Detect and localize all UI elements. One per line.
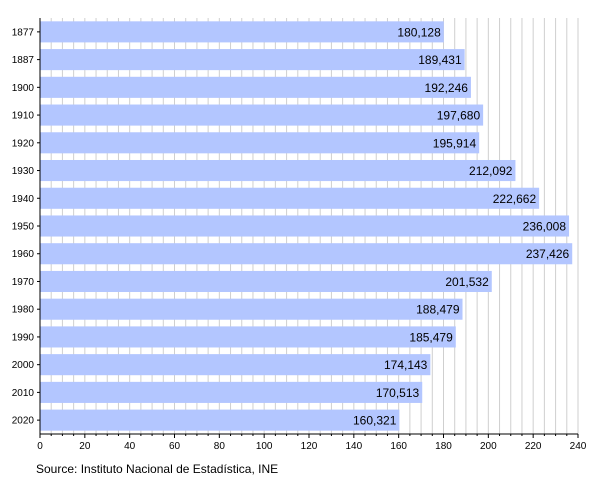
bar-2020: [40, 409, 400, 431]
y-tick-label: 1990: [12, 332, 35, 343]
y-tick-label: 1877: [12, 27, 35, 38]
y-tick-label: 1920: [12, 138, 35, 149]
bar-value-label: 185,479: [409, 330, 453, 344]
y-tick-label: 2000: [12, 360, 35, 371]
x-tick-label: 180: [435, 441, 452, 452]
bar-1900: [40, 76, 471, 98]
bar-1887: [40, 49, 465, 71]
bar-2010: [40, 381, 423, 403]
bar-value-label: 195,914: [433, 136, 477, 150]
bar-1930: [40, 159, 516, 182]
x-tick-label: 80: [214, 441, 226, 452]
source-note: Source: Instituto Nacional de Estadístic…: [36, 462, 279, 476]
bar-1990: [40, 326, 456, 348]
bar-1960: [40, 243, 573, 265]
bar-value-label: 174,143: [384, 358, 428, 372]
bar-value-label: 236,008: [523, 220, 567, 234]
x-tick-label: 0: [37, 441, 43, 452]
bar-2000: [40, 354, 431, 376]
bar-1877: [40, 21, 444, 43]
y-tick-label: 1980: [12, 305, 35, 316]
x-tick-label: 60: [169, 441, 181, 452]
bar-1950: [40, 215, 570, 237]
x-tick-label: 40: [124, 441, 136, 452]
x-tick-label: 200: [480, 441, 497, 452]
y-tick-label: 1910: [12, 111, 35, 122]
x-tick-label: 160: [390, 441, 407, 452]
x-tick-label: 120: [301, 441, 318, 452]
bar-value-label: 201,532: [445, 275, 489, 289]
bar-1920: [40, 132, 480, 154]
bar-value-label: 212,092: [469, 164, 513, 178]
bar-value-label: 189,431: [418, 53, 462, 67]
y-tick-label: 2020: [12, 416, 35, 427]
y-tick-label: 1887: [12, 55, 35, 66]
bar-value-label: 180,128: [397, 25, 441, 39]
y-tick-label: 1960: [12, 249, 35, 260]
x-tick-label: 240: [570, 441, 587, 452]
x-tick-label: 140: [345, 441, 362, 452]
bars: 180,128 189,431 192,246 197,680 195,914 212,0…: [40, 21, 573, 431]
y-tick-label: 1970: [12, 277, 35, 288]
y-tick-label: 1950: [12, 222, 35, 233]
x-tick-label: 20: [79, 441, 91, 452]
x-tick-label: 220: [525, 441, 542, 452]
x-axis-labels: 0 20 40 60 80 100 120 140 160 180 200 220 240: [37, 441, 587, 452]
bar-value-label: 222,662: [493, 192, 537, 206]
bar-value-label: 170,513: [376, 386, 420, 400]
bar-1910: [40, 104, 484, 126]
bar-value-label: 188,479: [416, 303, 460, 317]
y-axis-labels: 1877 1887 1900 1910 1920 1930 1940 1950 1960 1970…: [12, 27, 35, 426]
y-tick-label: 1940: [12, 194, 35, 205]
bar-value-label: 192,246: [425, 81, 469, 95]
bar-1980: [40, 298, 463, 320]
bar-1970: [40, 270, 492, 293]
y-tick-label: 1900: [12, 83, 35, 94]
y-tick-label: 2010: [12, 388, 35, 399]
x-tick-label: 100: [256, 441, 273, 452]
bar-value-label: 237,426: [526, 247, 570, 261]
bar-1940: [40, 187, 540, 209]
y-tick-label: 1930: [12, 166, 35, 177]
axes: [37, 18, 579, 438]
bar-value-label: 160,321: [353, 414, 397, 428]
bar-value-label: 197,680: [437, 109, 481, 123]
